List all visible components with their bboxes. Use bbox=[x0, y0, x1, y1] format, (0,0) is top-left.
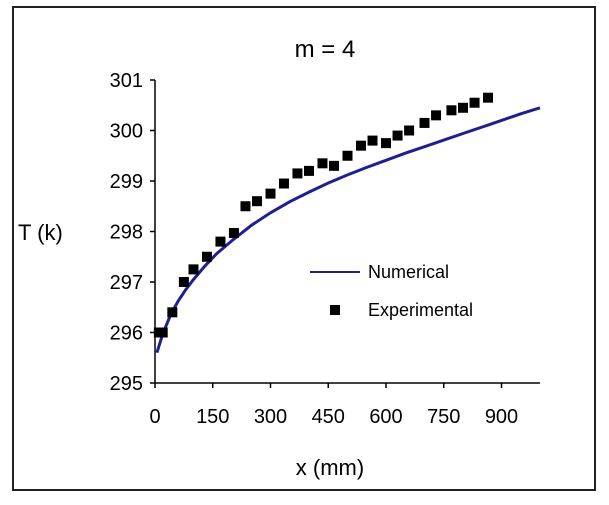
data-point-experimental bbox=[228, 228, 239, 239]
data-point-experimental bbox=[278, 178, 289, 189]
data-point-experimental bbox=[265, 188, 276, 199]
data-point-experimental bbox=[329, 160, 340, 171]
series-line-numerical bbox=[155, 106, 541, 354]
data-point-experimental bbox=[431, 110, 442, 121]
data-point-experimental bbox=[167, 307, 178, 318]
y-tick-label: 299 bbox=[110, 171, 143, 193]
data-point-experimental bbox=[392, 130, 403, 141]
x-tick-label: 900 bbox=[485, 406, 518, 428]
y-tick-label: 297 bbox=[110, 272, 143, 294]
y-tick-label: 301 bbox=[110, 70, 143, 92]
data-point-experimental bbox=[317, 158, 328, 169]
data-point-experimental bbox=[367, 135, 378, 146]
data-point-experimental bbox=[446, 105, 457, 116]
legend: Numerical Experimental bbox=[310, 262, 473, 320]
plot-area bbox=[153, 92, 541, 354]
x-tick-label: 450 bbox=[312, 406, 345, 428]
legend-label: Numerical bbox=[368, 262, 449, 282]
axes: 295 296 297 298 299 300 301 0 150 300 450 600 750 900 bbox=[110, 70, 540, 428]
data-point-experimental bbox=[355, 140, 366, 151]
data-point-experimental bbox=[157, 327, 168, 338]
legend-swatch-marker bbox=[330, 305, 340, 315]
chart-title: m = 4 bbox=[295, 36, 356, 63]
data-point-experimental bbox=[292, 168, 303, 179]
x-axis-label: x (mm) bbox=[296, 455, 364, 480]
x-tick-label: 0 bbox=[149, 406, 160, 428]
data-point-experimental bbox=[483, 92, 494, 103]
data-point-experimental bbox=[215, 236, 226, 247]
data-point-experimental bbox=[381, 138, 391, 149]
x-tick-label: 150 bbox=[196, 406, 229, 428]
y-axis-label: T (k) bbox=[18, 220, 63, 245]
x-tick-label: 750 bbox=[427, 406, 460, 428]
data-point-experimental bbox=[458, 102, 468, 113]
data-point-experimental bbox=[240, 201, 251, 212]
chart-frame bbox=[12, 6, 596, 491]
y-tick-label: 300 bbox=[110, 121, 143, 143]
data-point-experimental bbox=[178, 277, 189, 287]
data-point-experimental bbox=[342, 150, 353, 161]
legend-label: Experimental bbox=[368, 300, 473, 320]
data-point-experimental bbox=[201, 251, 212, 262]
data-point-experimental bbox=[188, 264, 199, 275]
data-point-experimental bbox=[404, 125, 415, 136]
y-tick-label: 298 bbox=[110, 222, 143, 244]
data-point-experimental bbox=[304, 165, 314, 176]
data-point-experimental bbox=[469, 97, 480, 108]
y-tick-label: 296 bbox=[110, 323, 143, 345]
y-tick-label: 295 bbox=[110, 373, 143, 395]
x-tick-label: 600 bbox=[369, 406, 402, 428]
x-tick-label: 300 bbox=[254, 406, 287, 428]
data-point-experimental bbox=[252, 196, 263, 207]
data-point-experimental bbox=[419, 117, 430, 128]
